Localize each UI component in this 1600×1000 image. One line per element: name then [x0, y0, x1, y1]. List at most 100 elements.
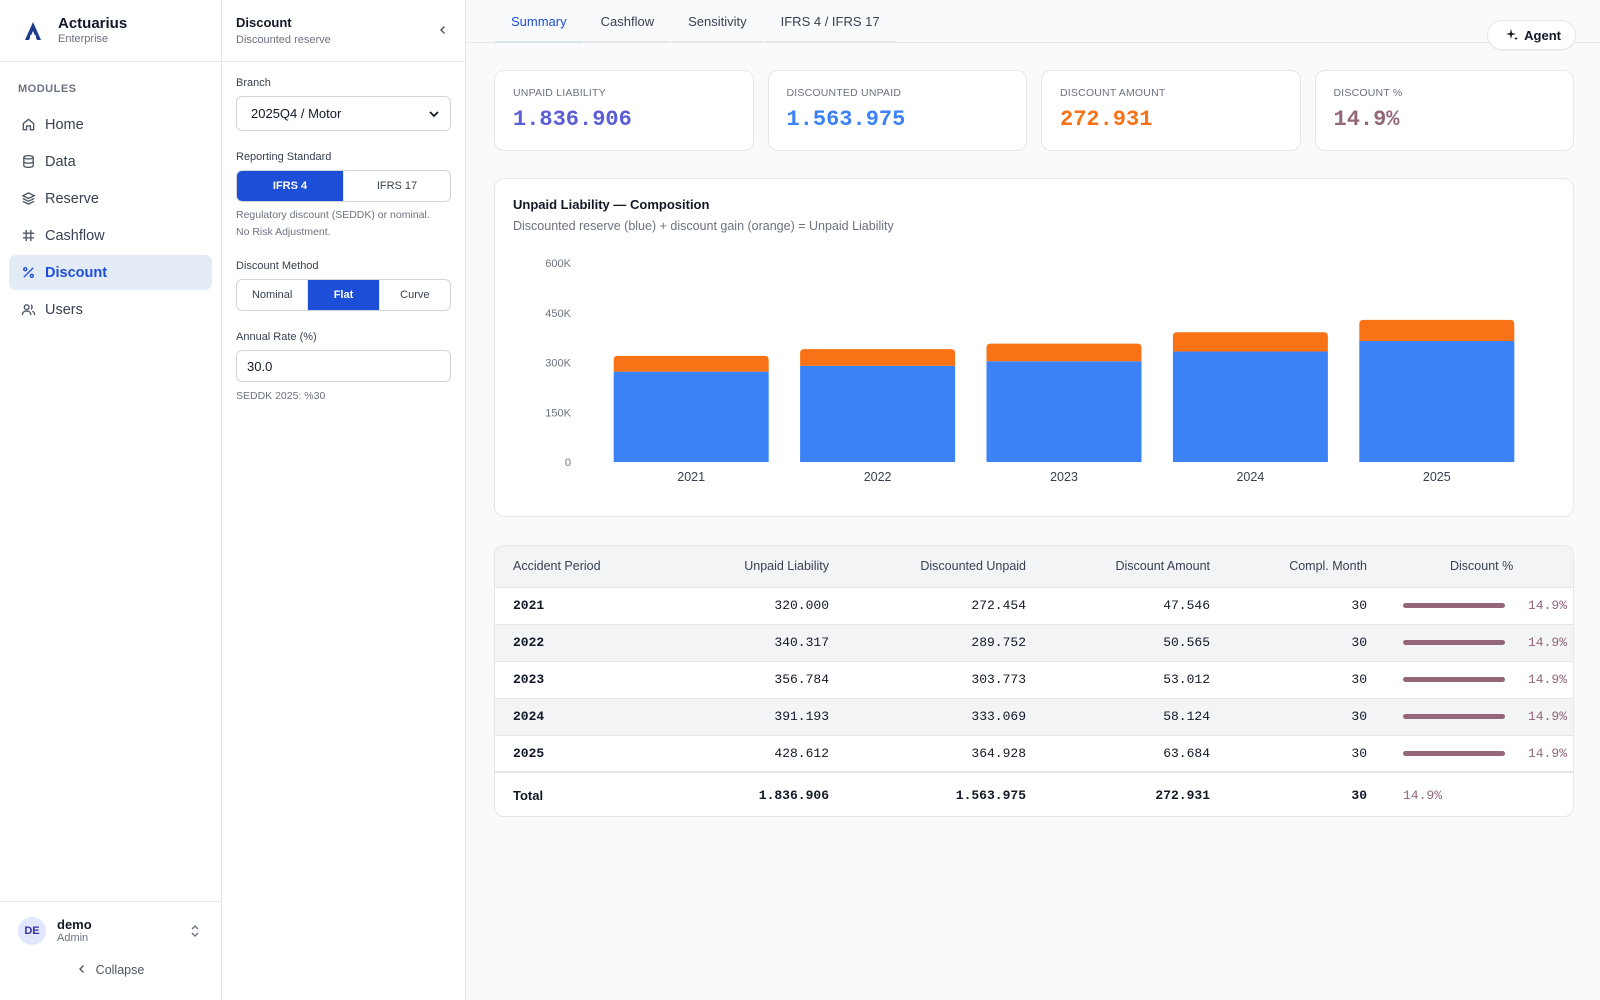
- cell-compl-month: 30: [1351, 672, 1367, 687]
- user-name: demo: [57, 917, 92, 932]
- bar-2021-series-0[interactable]: [613, 371, 769, 462]
- table-row[interactable]: 2024 391.193 333.069 58.124 30 14.9%: [495, 698, 1573, 735]
- bar-2023-series-1[interactable]: [986, 343, 1142, 362]
- discount-pct-value: 14.9%: [1528, 709, 1568, 724]
- discount-settings-panel: Discount Discounted reserve Branch 2025Q…: [222, 0, 466, 1000]
- sidebar-item-label: Users: [45, 301, 83, 318]
- sidebar-item-data[interactable]: Data: [9, 144, 212, 179]
- discount-pct-value: 14.9%: [1528, 598, 1568, 613]
- curve-option[interactable]: Curve: [400, 289, 430, 301]
- sidebar-item-label: Reserve: [45, 190, 99, 207]
- chevron-down-icon: [429, 110, 439, 117]
- y-tick-label: 150K: [545, 407, 571, 419]
- sidebar-item-reserve[interactable]: Reserve: [9, 181, 212, 216]
- total-amount: 272.931: [1155, 787, 1210, 803]
- main-content: Summary Cashflow Sensitivity IFRS 4 / IF…: [466, 0, 1600, 1000]
- discount-pct-value: 14.9%: [1528, 672, 1568, 687]
- collapse-panel-button[interactable]: [435, 22, 451, 38]
- bar-2024-series-1[interactable]: [1172, 332, 1328, 352]
- col-header-compl-month[interactable]: Compl. Month: [1289, 559, 1367, 574]
- tab-cashflow[interactable]: Cashflow: [584, 0, 671, 43]
- agent-button[interactable]: Agent: [1487, 20, 1576, 50]
- kpi-value: 14.9%: [1333, 107, 1400, 132]
- kpi-card-discount-percent: DISCOUNT % 14.9%: [1314, 70, 1574, 151]
- col-header-discount-amount[interactable]: Discount Amount: [1115, 559, 1211, 574]
- sidebar-item-label: Cashflow: [45, 227, 105, 244]
- tab-summary[interactable]: Summary: [494, 0, 584, 43]
- flat-option[interactable]: Flat: [308, 280, 380, 310]
- col-header-discount-pct[interactable]: Discount %: [1450, 559, 1514, 574]
- cell-discount-amount: 47.546: [1163, 598, 1210, 613]
- bar-2025-series-0[interactable]: [1359, 340, 1515, 462]
- chevron-left-icon: [77, 962, 87, 977]
- sidebar-item-cashflow[interactable]: Cashflow: [9, 218, 212, 253]
- avatar: DE: [18, 917, 46, 945]
- kpi-label: UNPAID LIABILITY: [513, 87, 606, 99]
- table-row[interactable]: 2025 428.612 364.928 63.684 30 14.9%: [495, 735, 1573, 772]
- cell-discount-pct: 14.9%: [1367, 587, 1573, 624]
- kpi-label: DISCOUNT AMOUNT: [1060, 87, 1166, 99]
- cell-discount-pct: 14.9%: [1367, 624, 1573, 661]
- collapse-button[interactable]: Collapse: [0, 962, 221, 977]
- cell-unpaid-liability: 428.612: [774, 745, 829, 761]
- sidebar-item-users[interactable]: Users: [9, 292, 212, 327]
- cell-unpaid-liability: 320.000: [774, 598, 829, 613]
- total-month: 30: [1351, 787, 1367, 803]
- tab-sensitivity[interactable]: Sensitivity: [671, 0, 764, 43]
- percent-icon: [20, 265, 36, 281]
- cell-discounted-unpaid: 289.752: [971, 635, 1026, 650]
- sidebar-item-home[interactable]: Home: [9, 107, 212, 142]
- cell-accident-period: 2025: [513, 745, 545, 761]
- bar-2024-series-0[interactable]: [1172, 351, 1328, 462]
- bar-2022-series-0[interactable]: [800, 365, 956, 462]
- chevron-up-down-icon[interactable]: [187, 923, 203, 939]
- cell-compl-month: 30: [1351, 709, 1367, 724]
- ifrs4-option[interactable]: IFRS 4: [237, 171, 344, 201]
- table-row[interactable]: 2021 320.000 272.454 47.546 30 14.9%: [495, 587, 1573, 624]
- cell-discount-pct: 14.9%: [1367, 698, 1573, 735]
- sidebar-nav: Home Data Reserve Cashflow Discount: [0, 107, 221, 327]
- cell-accident-period: 2023: [513, 672, 545, 687]
- nominal-option[interactable]: Nominal: [237, 280, 309, 310]
- cell-discounted-unpaid: 272.454: [971, 598, 1026, 613]
- cell-compl-month: 30: [1351, 745, 1367, 761]
- x-tick-label: 2023: [1050, 470, 1078, 484]
- col-header-accident-period[interactable]: Accident Period: [513, 559, 601, 574]
- total-label: Total: [513, 787, 544, 803]
- annual-rate-field[interactable]: [236, 350, 451, 382]
- ifrs17-option[interactable]: IFRS 17: [376, 180, 418, 192]
- cell-accident-period: 2024: [513, 709, 545, 724]
- bar-2022-series-1[interactable]: [800, 349, 956, 366]
- cell-discount-pct: 14.9%: [1367, 735, 1573, 772]
- sidebar-item-discount[interactable]: Discount: [9, 255, 212, 290]
- annual-rate-input[interactable]: [247, 358, 450, 374]
- bar-2021-series-1[interactable]: [613, 355, 769, 372]
- cell-unpaid-liability: 391.193: [774, 709, 829, 724]
- panel-header: Discount Discounted reserve: [222, 0, 465, 62]
- table-row[interactable]: 2022 340.317 289.752 50.565 30 14.9%: [495, 624, 1573, 661]
- col-header-discounted-unpaid[interactable]: Discounted Unpaid: [920, 559, 1026, 574]
- discount-pct-bar: [1403, 640, 1505, 645]
- panel-subtitle: Discounted reserve: [236, 34, 331, 46]
- agent-label: Agent: [1524, 27, 1561, 43]
- col-header-unpaid-liability[interactable]: Unpaid Liability: [744, 559, 829, 574]
- kpi-card-discount-amount: DISCOUNT AMOUNT 272.931: [1041, 70, 1301, 151]
- total-pct: 14.9%: [1403, 787, 1443, 803]
- brand[interactable]: Actuarius Enterprise: [0, 0, 221, 62]
- annual-rate-label: Annual Rate (%): [236, 331, 317, 343]
- total-pct-cell: 14.9%: [1367, 772, 1573, 816]
- cell-discount-amount: 58.124: [1163, 709, 1210, 724]
- table-row[interactable]: 2023 356.784 303.773 53.012 30 14.9%: [495, 661, 1573, 698]
- cell-compl-month: 30: [1351, 598, 1367, 613]
- x-tick-label: 2025: [1423, 470, 1451, 484]
- bar-2023-series-0[interactable]: [986, 361, 1142, 462]
- branch-select[interactable]: 2025Q4 / Motor: [236, 96, 451, 131]
- discount-pct-bar: [1403, 714, 1505, 719]
- brand-subtitle: Enterprise: [58, 33, 109, 45]
- reporting-standard-toggle: IFRS 4 IFRS 17: [236, 170, 451, 202]
- bar-2025-series-1[interactable]: [1359, 319, 1515, 341]
- tab-ifrs[interactable]: IFRS 4 / IFRS 17: [764, 0, 897, 43]
- chart-subtitle: Discounted reserve (blue) + discount gai…: [513, 219, 894, 233]
- user-menu[interactable]: DE demo Admin: [0, 902, 221, 945]
- cell-discount-amount: 63.684: [1163, 745, 1210, 761]
